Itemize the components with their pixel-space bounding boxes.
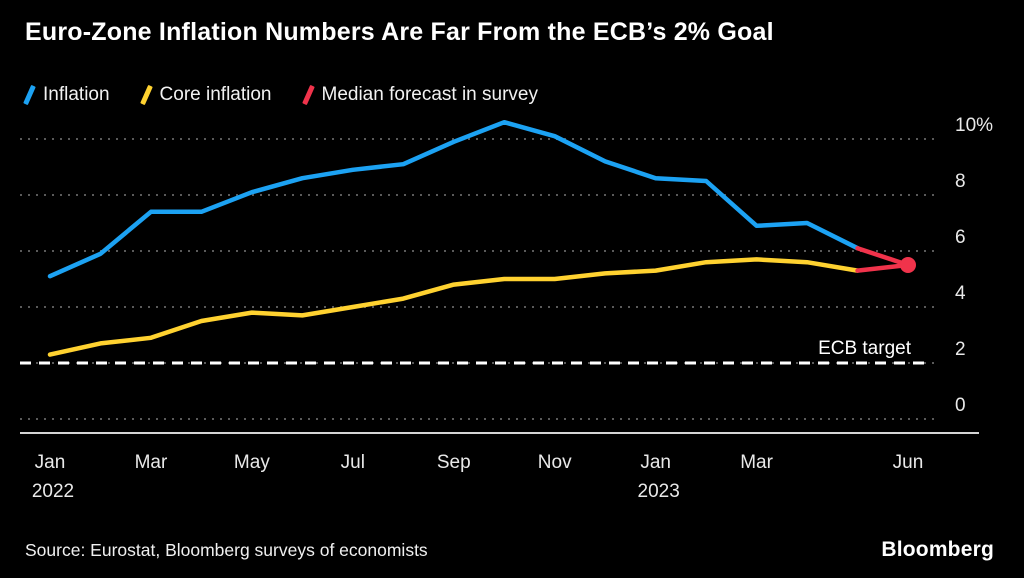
- forecast-connector-core: [855, 262, 911, 273]
- year-label-2022: 2022: [32, 481, 74, 502]
- x-axis-label-jun-17: Jun: [893, 452, 924, 473]
- x-axis-label-jan-12: Jan: [640, 452, 671, 473]
- x-axis-label-may-4: May: [234, 452, 270, 473]
- chart-footer: Source: Eurostat, Bloomberg surveys of e…: [25, 538, 994, 562]
- y-axis-label-2: 2: [955, 339, 966, 360]
- legend-label-median-forecast: Median forecast in survey: [321, 84, 539, 105]
- legend-item-core-inflation: Core inflation: [139, 84, 272, 106]
- x-axis-label-sep-8: Sep: [437, 452, 471, 473]
- x-axis-label-nov-10: Nov: [538, 452, 572, 473]
- x-axis-label-jul-6: Jul: [341, 452, 365, 473]
- legend-label-inflation: Inflation: [43, 84, 110, 105]
- y-axis-label-6: 6: [955, 227, 966, 248]
- x-axis-label-jan-0: Jan: [35, 452, 66, 473]
- x-axis-label-mar-2: Mar: [135, 452, 168, 473]
- forecast-dot: [900, 257, 916, 273]
- forecast-connector-inflation: [855, 245, 911, 268]
- source-note: Source: Eurostat, Bloomberg surveys of e…: [25, 539, 428, 560]
- chart-legend: Inflation Core inflation Median forecast…: [23, 84, 539, 106]
- y-axis-label-8: 8: [955, 171, 966, 192]
- bloomberg-logo: Bloomberg: [881, 538, 994, 561]
- legend-item-median-forecast: Median forecast in survey: [301, 84, 539, 106]
- core-inflation-line: [47, 257, 860, 357]
- x-axis-label-mar-14: Mar: [740, 452, 773, 473]
- legend-item-inflation: Inflation: [23, 84, 110, 106]
- legend-label-core-inflation: Core inflation: [159, 84, 272, 105]
- y-axis-label-4: 4: [955, 283, 966, 304]
- y-axis-label-0: 0: [955, 395, 966, 416]
- ecb-target-label: ECB target: [818, 338, 912, 359]
- chart-title: Euro-Zone Inflation Numbers Are Far From…: [25, 18, 774, 46]
- y-axis-label-10: 10%: [955, 115, 993, 136]
- year-label-2023: 2023: [638, 481, 680, 502]
- inflation-line: [47, 119, 860, 279]
